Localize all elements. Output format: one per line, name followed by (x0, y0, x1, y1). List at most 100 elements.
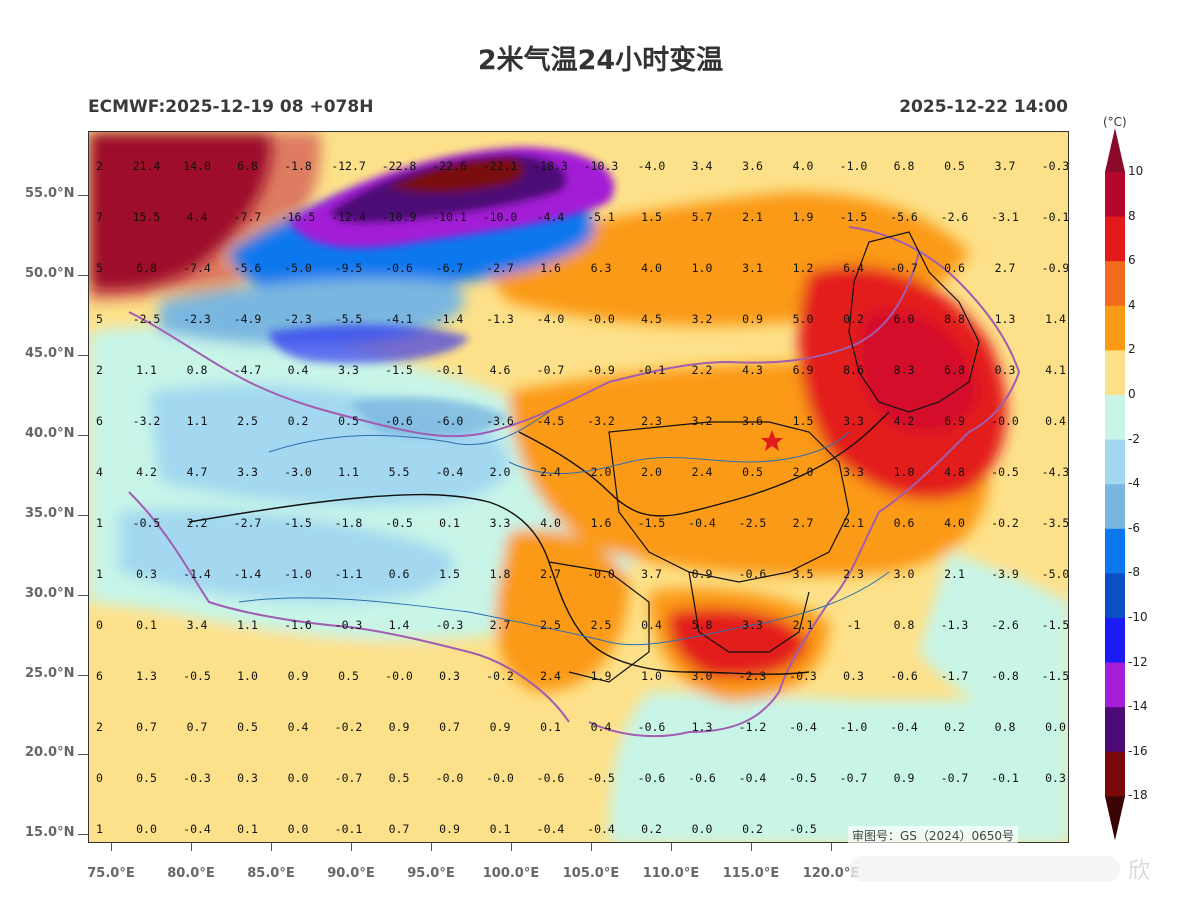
grid-value: -0.2 (486, 669, 514, 683)
colorbar-segment (1105, 618, 1125, 664)
colorbar-segment (1105, 395, 1125, 441)
grid-value: 0.7 (136, 720, 157, 734)
latitude-label: 25.0°N (25, 666, 75, 681)
grid-value: 0 (96, 618, 103, 632)
grid-value: -4.3 (1042, 465, 1069, 479)
grid-value: 0.5 (237, 720, 258, 734)
grid-value: 5 (96, 261, 103, 275)
grid-value: 1.1 (237, 618, 258, 632)
grid-value: -0.1 (436, 363, 464, 377)
grid-value: 0.4 (288, 720, 309, 734)
longitude-label: 100.0°E (482, 866, 540, 881)
grid-value: 1.2 (793, 261, 814, 275)
grid-value: 0.1 (540, 720, 561, 734)
grid-value: -0.9 (1042, 261, 1069, 275)
grid-value: -0.0 (587, 312, 615, 326)
grid-value: -0.0 (991, 414, 1019, 428)
grid-value: 0.0 (136, 822, 157, 836)
longitude-label: 110.0°E (642, 866, 700, 881)
grid-value: 1 (96, 822, 103, 836)
grid-value: 3.0 (894, 567, 915, 581)
grid-value: -4.0 (537, 312, 565, 326)
map-panel: 2 21.4 14.0 6.8 -1.8 -12.7 -22.8 -22.6 -22.1 -18.… (88, 131, 1069, 843)
grid-value: 2.1 (944, 567, 965, 581)
grid-value: 0.3 (136, 567, 157, 581)
colorbar-segment (1105, 484, 1125, 530)
grid-value: -0.7 (840, 771, 868, 785)
grid-value: 1.6 (591, 516, 612, 530)
grid-value: 4.4 (187, 210, 208, 224)
colorbar-top-arrow (1105, 128, 1125, 172)
colorbar-segment (1105, 528, 1125, 574)
grid-value: 2.7 (490, 618, 511, 632)
grid-value: -0.4 (436, 465, 464, 479)
grid-value: 1.1 (136, 363, 157, 377)
grid-value: 3.3 (843, 465, 864, 479)
latitude-label: 40.0°N (25, 426, 75, 441)
grid-value: 6.3 (591, 261, 612, 275)
grid-value: -6.0 (436, 414, 464, 428)
colorbar-label: -10 (1128, 610, 1148, 624)
grid-value: 0.1 (136, 618, 157, 632)
grid-value: -12.7 (331, 159, 366, 173)
grid-value: 2.1 (742, 210, 763, 224)
grid-value: 2 (96, 159, 103, 173)
colorbar-label: -4 (1128, 476, 1140, 491)
grid-value: 3.6 (742, 159, 763, 173)
grid-value: 0.4 (641, 618, 662, 632)
grid-value: 3.4 (187, 618, 208, 632)
grid-value: 0.9 (288, 669, 309, 683)
grid-value: 4.6 (490, 363, 511, 377)
grid-value: 0.4 (288, 363, 309, 377)
colorbar (1105, 128, 1125, 841)
grid-value: 3.4 (692, 159, 713, 173)
longitude-label: 85.0°E (247, 866, 295, 881)
grid-value: 6 (96, 414, 103, 428)
grid-value: -7.7 (234, 210, 262, 224)
grid-value: 2.2 (692, 363, 713, 377)
grid-value: -22.6 (432, 159, 467, 173)
grid-value: -0.6 (688, 771, 716, 785)
grid-value: 4.0 (641, 261, 662, 275)
grid-value: 2.7 (540, 567, 561, 581)
grid-value: 21.4 (133, 159, 161, 173)
grid-value: -0.3 (335, 618, 363, 632)
grid-value: -10.1 (432, 210, 467, 224)
colorbar-segment (1105, 751, 1125, 797)
grid-value: 6.9 (944, 414, 965, 428)
grid-value: 0.0 (692, 822, 713, 836)
grid-value: 4.0 (944, 516, 965, 530)
grid-value: 0.9 (692, 567, 713, 581)
grid-value: -0.2 (991, 516, 1019, 530)
latitude-label: 20.0°N (25, 745, 75, 760)
boundaries (128, 226, 1021, 738)
grid-value: -0.1 (638, 363, 666, 377)
grid-value: -1.4 (436, 312, 464, 326)
grid-value: 14.0 (183, 159, 211, 173)
grid-value: 0.2 (641, 822, 662, 836)
grid-value: 15.5 (133, 210, 161, 224)
grid-value: 0.5 (742, 465, 763, 479)
grid-value: -5.5 (335, 312, 363, 326)
grid-value: -7.4 (183, 261, 211, 275)
latitude-tick (78, 834, 88, 835)
colorbar-label: -14 (1128, 699, 1148, 714)
grid-value: -0.3 (789, 669, 817, 683)
grid-value: -1.8 (284, 159, 312, 173)
grid-value: 4.8 (944, 465, 965, 479)
grid-value: -0.0 (436, 771, 464, 785)
grid-value: -3.9 (991, 567, 1019, 581)
grid-value: -0.5 (385, 516, 413, 530)
grid-value: -0.1 (1042, 210, 1069, 224)
grid-value: -4.7 (234, 363, 262, 377)
longitude-label: 115.0°E (722, 866, 780, 881)
grid-value: 5.7 (692, 210, 713, 224)
grid-value: -1.0 (840, 720, 868, 734)
grid-value: -1.1 (335, 567, 363, 581)
colorbar-segment (1105, 707, 1125, 753)
grid-value: -12.4 (331, 210, 366, 224)
grid-value: 0.3 (1045, 771, 1066, 785)
grid-value: -0.6 (385, 261, 413, 275)
grid-value: 3.3 (338, 363, 359, 377)
grid-value: 3.1 (742, 261, 763, 275)
